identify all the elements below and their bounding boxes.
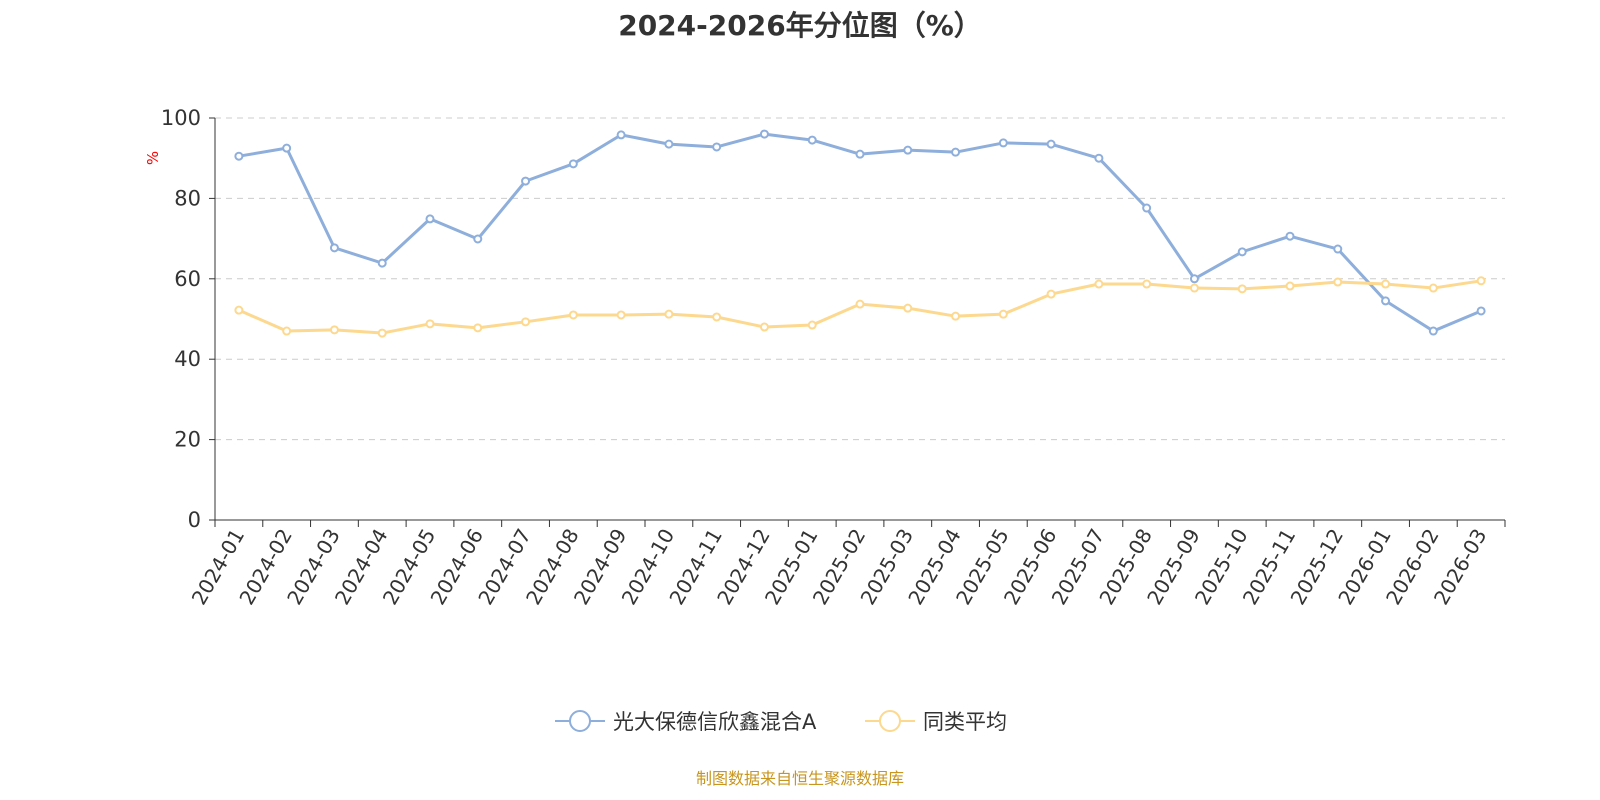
data-point [521,317,531,327]
data-point [568,310,578,320]
data-point [473,323,483,333]
data-point [1094,153,1104,163]
data-point [1381,279,1391,289]
data-point [1094,279,1104,289]
data-point [1428,283,1438,293]
data-point [1381,296,1391,306]
data-point [425,214,435,224]
data-point [807,320,817,330]
data-point [951,311,961,321]
data-point [377,328,387,338]
data-point [568,159,578,169]
data-point [616,130,626,140]
data-point [282,143,292,153]
legend-marker-0 [569,710,591,732]
data-point [855,149,865,159]
data-point [1333,244,1343,254]
y-tick-label: 20 [174,428,201,452]
data-point [1237,284,1247,294]
y-tick-label: 80 [174,186,201,210]
data-point [234,305,244,315]
data-point [1046,139,1056,149]
y-tick-label: 100 [161,106,201,130]
y-tick-label: 0 [188,508,201,532]
data-point [903,145,913,155]
data-point [998,309,1008,319]
data-point [234,151,244,161]
data-point [855,299,865,309]
data-point [1189,274,1199,284]
data-point [1333,277,1343,287]
data-point [712,312,722,322]
data-point [951,147,961,157]
data-source-footer: 制图数据来自恒生聚源数据库 [695,769,904,788]
data-point [1285,231,1295,241]
data-point [1428,326,1438,336]
data-point [1237,247,1247,257]
data-point [1476,276,1486,286]
chart-title: 2024-2026年分位图（%） [618,9,982,42]
data-point [759,322,769,332]
y-tick-label: 60 [174,267,201,291]
data-point [807,135,817,145]
data-point [329,243,339,253]
data-point [425,319,435,329]
data-point [664,139,674,149]
legend-label-0: 光大保德信欣鑫混合A [613,710,817,734]
data-point [664,309,674,319]
data-point [712,142,722,152]
legend-marker-1 [879,710,901,732]
data-point [1142,203,1152,213]
data-point [1142,279,1152,289]
y-axis-label: % [144,151,162,165]
data-point [1046,289,1056,299]
data-point [759,129,769,139]
data-point [473,234,483,244]
data-point [282,326,292,336]
data-point [329,325,339,335]
data-point [616,310,626,320]
data-point [998,138,1008,148]
legend-label-1: 同类平均 [923,710,1007,734]
data-point [1189,283,1199,293]
data-point [1476,306,1486,316]
data-point [1285,281,1295,291]
data-point [377,258,387,268]
data-point [521,176,531,186]
data-point [903,303,913,313]
y-tick-label: 40 [174,347,201,371]
